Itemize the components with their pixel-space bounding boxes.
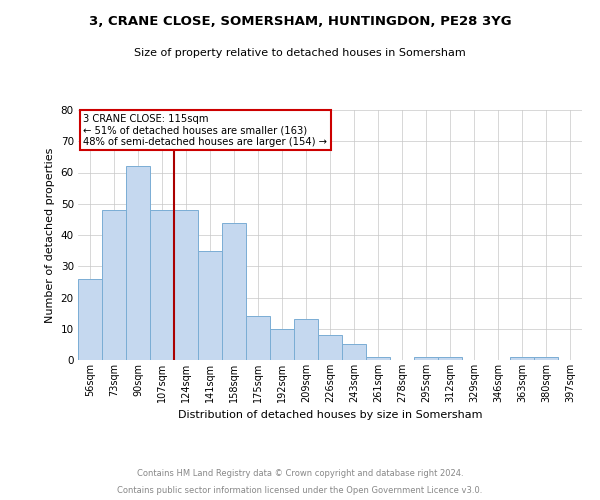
Bar [78,279,102,360]
Bar [510,357,534,360]
Y-axis label: Number of detached properties: Number of detached properties [45,148,55,322]
Bar [534,357,558,360]
Bar [294,320,318,360]
Bar [198,250,222,360]
X-axis label: Distribution of detached houses by size in Somersham: Distribution of detached houses by size … [178,410,482,420]
Text: 3 CRANE CLOSE: 115sqm
← 51% of detached houses are smaller (163)
48% of semi-det: 3 CRANE CLOSE: 115sqm ← 51% of detached … [83,114,327,147]
Bar [246,316,270,360]
Bar [414,357,438,360]
Bar [438,357,462,360]
Bar [126,166,150,360]
Text: Contains HM Land Registry data © Crown copyright and database right 2024.: Contains HM Land Registry data © Crown c… [137,468,463,477]
Bar [318,335,342,360]
Text: Contains public sector information licensed under the Open Government Licence v3: Contains public sector information licen… [118,486,482,495]
Bar [270,329,294,360]
Bar [366,357,390,360]
Text: Size of property relative to detached houses in Somersham: Size of property relative to detached ho… [134,48,466,58]
Bar [174,210,198,360]
Bar [222,222,246,360]
Text: 3, CRANE CLOSE, SOMERSHAM, HUNTINGDON, PE28 3YG: 3, CRANE CLOSE, SOMERSHAM, HUNTINGDON, P… [89,15,511,28]
Bar [342,344,366,360]
Bar [102,210,126,360]
Bar [150,210,174,360]
